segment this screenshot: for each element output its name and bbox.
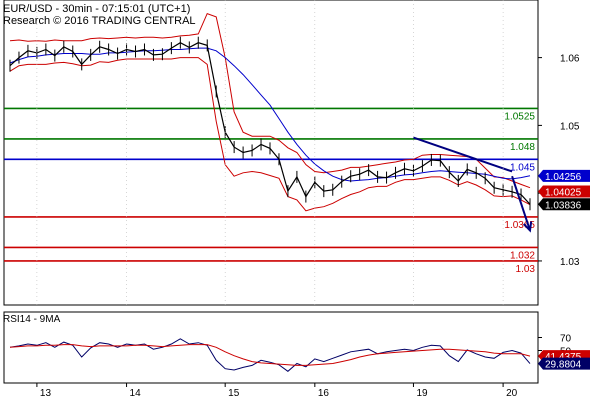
level-label: 1.048 — [510, 142, 535, 153]
bollinger-lower-line — [9, 57, 531, 212]
level-label: 1.03 — [516, 264, 536, 275]
header-title: EUR/USD - 30min - 07:15:01 (UTC+1) — [3, 3, 190, 15]
forecast-arrow-head — [523, 221, 533, 233]
moving-average-line — [9, 47, 531, 182]
rsi-title: RSI14 - 9MA — [3, 314, 61, 325]
price-badge-label: 1.04025 — [545, 187, 582, 198]
price-badge-label: 1.04256 — [545, 172, 582, 183]
x-tick-label: 15 — [228, 388, 240, 399]
x-tick-label: 13 — [40, 388, 52, 399]
x-tick-label: 20 — [506, 388, 518, 399]
trendline — [413, 136, 513, 173]
bollinger-upper-line — [9, 12, 531, 189]
rsi-y-tick-label: 70 — [560, 334, 572, 345]
price-badge-label: 1.03836 — [545, 200, 582, 211]
forecast-arrow-shaft — [511, 175, 531, 231]
header-copyright: Research © 2016 TRADING CENTRAL — [3, 15, 196, 27]
x-axis: 13 14 15 16 19 20 — [4, 382, 538, 399]
level-label: 1.032 — [510, 250, 535, 261]
x-tick-label: 19 — [416, 388, 428, 399]
rsi-badge-label: 41.4375 — [545, 352, 582, 363]
rsi-badge-label: 29.8804 — [545, 360, 582, 371]
rsi-badge-rsi — [538, 357, 590, 370]
level-label: 1.045 — [510, 162, 535, 173]
x-tick-label: 14 — [130, 388, 142, 399]
price-line — [9, 42, 531, 205]
rsi-signal-line — [9, 344, 531, 366]
price-y-tick-label: 1.05 — [560, 121, 580, 132]
price-panel-frame — [3, 0, 539, 306]
x-tick-label: 16 — [318, 388, 330, 399]
price-badge-bollinger — [538, 185, 590, 198]
price-y-tick-label: 1.03 — [560, 257, 580, 268]
price-badge-ma — [538, 169, 590, 182]
price-badge-last-price — [538, 198, 590, 211]
price-y-tick-label: 1.06 — [560, 54, 580, 65]
level-label: 1.0525 — [504, 111, 535, 122]
price-panel: 1.031.041.051.061.05251.0481.0451.03651.… — [3, 0, 590, 306]
level-label: 1.0365 — [504, 220, 535, 231]
